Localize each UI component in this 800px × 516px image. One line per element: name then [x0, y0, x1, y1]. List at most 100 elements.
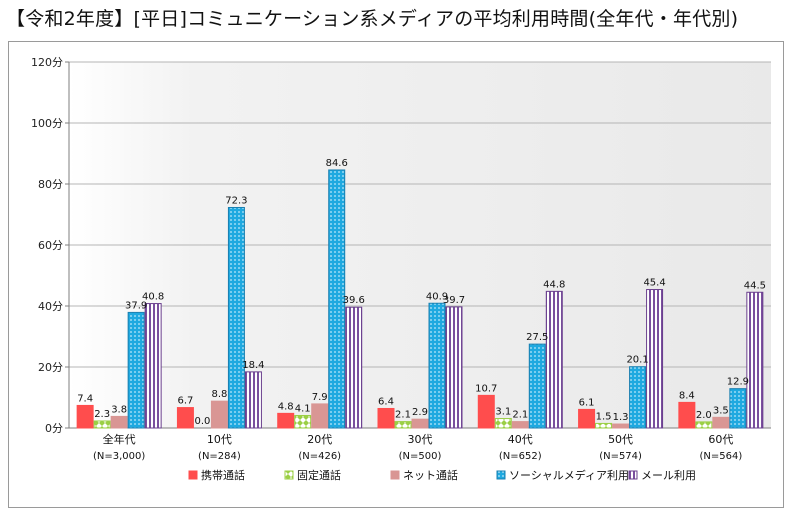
legend-swatch [628, 470, 638, 480]
data-label: 40.8 [142, 292, 164, 303]
data-label: 72.3 [225, 195, 247, 206]
data-label: 4.8 [278, 401, 294, 412]
x-tick-sublabel: (N=426) [298, 451, 341, 462]
data-label: 1.3 [613, 412, 629, 423]
x-tick-label: 20代 [307, 433, 332, 446]
chart-svg: 7.4 6.74.8 6.410.76.18.42.30.04.12.1 3.1 1.5… [31, 56, 771, 482]
bar [227, 206, 245, 429]
x-tick-label: 10代 [207, 433, 232, 446]
y-tick-label: 80分 [38, 178, 63, 191]
bar [646, 289, 664, 429]
legend-swatch [188, 470, 198, 480]
data-label: 84.6 [326, 158, 348, 169]
bar [345, 306, 363, 429]
bar [578, 408, 596, 429]
bar [127, 311, 145, 429]
legend-swatch [284, 470, 294, 480]
data-label: 6.7 [177, 396, 193, 407]
legend-label: ネット通話 [403, 468, 458, 482]
bar [144, 303, 162, 429]
data-label: 3.1 [495, 407, 511, 418]
data-label: 39.6 [343, 295, 365, 306]
bar [311, 403, 329, 429]
bar [712, 416, 730, 429]
page-title: 【令和2年度】[平日]コミュニケーション系メディアの平均利用時間(全年代・年代別… [6, 8, 739, 30]
legend-label: 携帯通話 [201, 468, 245, 482]
data-label: 39.7 [443, 295, 465, 306]
legend-layer: 携帯通話 固定通話 ネット通話 ソーシャルメディア利用 メール利用 [188, 468, 696, 482]
data-label: 2.9 [412, 407, 428, 418]
bar [494, 418, 512, 429]
data-label: 1.5 [596, 411, 612, 422]
bar [210, 400, 228, 429]
y-tick-label: 0分 [45, 422, 63, 435]
bar [277, 412, 295, 429]
bar [328, 169, 346, 429]
data-label: 45.4 [643, 278, 665, 289]
bar [678, 401, 696, 429]
bar [629, 366, 647, 429]
x-tick-label: 60代 [708, 433, 733, 446]
bar [528, 343, 546, 429]
bar [729, 388, 747, 429]
bar [545, 290, 563, 429]
data-label: 40.9 [426, 291, 448, 302]
y-tick-label: 40分 [38, 300, 63, 313]
data-label: 37.9 [125, 300, 147, 311]
y-tick-label: 20分 [38, 361, 63, 374]
data-label: 8.4 [679, 390, 695, 401]
bar [511, 421, 529, 429]
bar [595, 422, 613, 429]
x-tick-label: 全年代 [103, 432, 136, 446]
data-label: 8.8 [211, 389, 227, 400]
bar [110, 415, 128, 429]
grid-layer [69, 61, 771, 429]
x-tick-sublabel: (N=564) [699, 451, 742, 462]
x-tick-sublabel: (N=500) [399, 451, 442, 462]
y-tick-label: 120分 [31, 56, 63, 69]
data-label: 3.8 [111, 404, 127, 415]
data-label: 4.1 [295, 403, 311, 414]
data-label: 6.1 [579, 397, 595, 408]
bar [76, 404, 94, 429]
data-label: 44.5 [744, 280, 766, 291]
data-label: 27.5 [526, 332, 548, 343]
bar [394, 421, 412, 429]
x-tick-sublabel: (N=574) [599, 451, 642, 462]
labels-layer: 7.4 6.74.8 6.410.76.18.42.30.04.12.1 3.1 1.5… [77, 158, 766, 427]
data-label: 7.9 [312, 392, 328, 403]
legend-swatch [390, 470, 400, 480]
x-tick-label: 30代 [408, 433, 433, 446]
bar [477, 394, 495, 429]
data-label: 2.3 [94, 409, 110, 420]
data-label: 12.9 [727, 377, 749, 388]
bar [294, 414, 312, 429]
bar [428, 302, 446, 429]
legend-label: ソーシャルメディア利用 [509, 468, 629, 482]
data-label: 20.1 [626, 355, 648, 366]
data-label: 44.8 [543, 279, 565, 290]
data-label: 2.1 [512, 410, 528, 421]
chart-frame: 7.4 6.7 4.8 6.4 10.7 6.1 8.4 2.3 0.0 4.1 2.1 3.1 1.5… [8, 41, 784, 508]
bar [93, 420, 111, 429]
x-tick-sublabel: (N=284) [198, 451, 241, 462]
x-tick-sublabel: (N=652) [499, 451, 542, 462]
bar [176, 407, 194, 429]
bar [244, 371, 262, 429]
legend-label: メール利用 [641, 469, 696, 482]
data-label: 2.1 [395, 410, 411, 421]
x-tick-label: 40代 [508, 433, 533, 446]
data-label: 6.4 [378, 396, 394, 407]
y-tick-label: 60分 [38, 239, 63, 252]
data-label: 3.5 [713, 405, 729, 416]
bar [411, 418, 429, 429]
data-label: 18.4 [242, 360, 264, 371]
data-label: 10.7 [475, 383, 497, 394]
bar [377, 407, 395, 429]
bar [695, 421, 713, 429]
bars-layer [76, 169, 764, 429]
y-tick-label: 100分 [31, 117, 63, 130]
x-tick-sublabel: (N=3,000) [93, 451, 145, 462]
bar [612, 423, 630, 429]
